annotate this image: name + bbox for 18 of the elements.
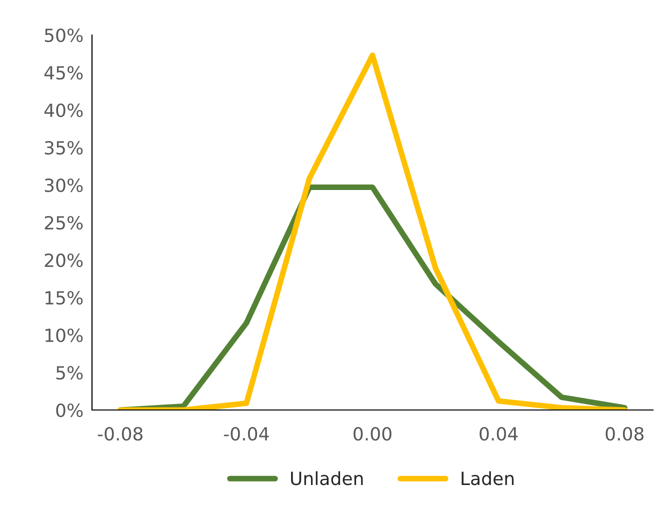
y-tick-label: 5%: [56, 366, 83, 380]
x-tick-label: 0.00: [354, 426, 392, 441]
x-tick-label: 0.08: [606, 426, 644, 441]
y-tick-label: 0%: [56, 403, 83, 418]
y-tick-label: 45%: [44, 66, 83, 80]
y-tick-label: 15%: [46, 290, 83, 305]
legend-label: Unladen: [291, 471, 363, 486]
x-tick-label: 0.04: [480, 426, 518, 441]
y-tick-label: 10%: [46, 328, 83, 342]
y-tick-label: 30%: [44, 178, 83, 192]
y-tick-label: 20%: [44, 253, 83, 268]
y-tick-label: 25%: [44, 216, 83, 230]
x-tick-label: -0.04: [224, 426, 269, 441]
x-tick-label: -0.08: [98, 426, 142, 441]
y-tick-label: 40%: [44, 103, 83, 118]
y-tick-label: 35%: [44, 140, 83, 155]
legend-label: Laden: [462, 471, 514, 486]
y-tick-label: 50%: [44, 28, 83, 42]
